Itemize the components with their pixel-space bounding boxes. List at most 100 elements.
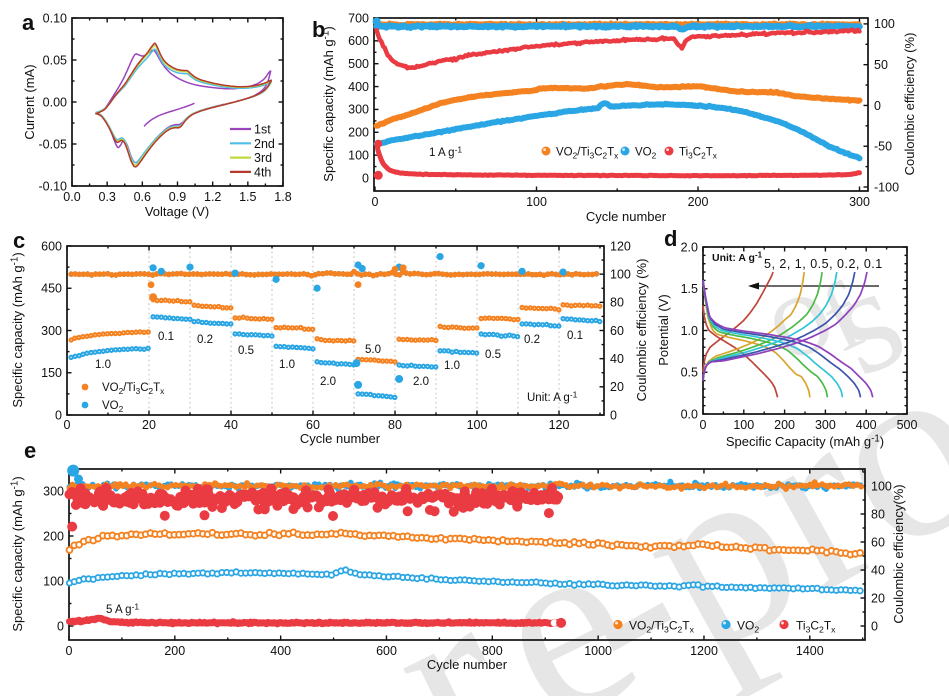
svg-text:-50: -50 [874, 140, 892, 154]
svg-text:VO2/Ti3C2Tx: VO2/Ti3C2Tx [629, 619, 695, 635]
svg-text:0.1: 0.1 [158, 331, 174, 343]
svg-text:300: 300 [348, 103, 369, 117]
svg-text:Current (mA): Current (mA) [22, 64, 37, 139]
svg-text:-0.10: -0.10 [39, 179, 68, 193]
svg-text:80: 80 [871, 507, 885, 521]
svg-text:Ti3C2Tx: Ti3C2Tx [796, 619, 836, 635]
svg-text:Coulombic efficiency (%): Coulombic efficiency (%) [634, 259, 649, 402]
svg-text:450: 450 [41, 282, 62, 296]
svg-text:VO2: VO2 [102, 400, 124, 414]
svg-text:2.0: 2.0 [681, 240, 698, 254]
svg-text:20: 20 [871, 591, 885, 605]
svg-text:100: 100 [348, 148, 369, 162]
svg-text:0.2: 0.2 [197, 334, 213, 346]
svg-text:1.5: 1.5 [239, 190, 256, 204]
svg-text:100: 100 [43, 574, 64, 588]
svg-text:1.8: 1.8 [274, 190, 291, 204]
svg-text:700: 700 [348, 11, 369, 25]
svg-text:400: 400 [348, 80, 369, 94]
svg-text:0: 0 [57, 619, 64, 633]
svg-text:120: 120 [610, 239, 631, 253]
svg-text:1400: 1400 [796, 644, 824, 658]
svg-text:Unit: A g-1: Unit: A g-1 [527, 389, 578, 404]
svg-text:Coulombic efficiency (%): Coulombic efficiency (%) [902, 33, 917, 176]
svg-text:0.1: 0.1 [567, 330, 583, 342]
svg-text:2.0: 2.0 [320, 376, 336, 388]
svg-text:2.0: 2.0 [413, 376, 429, 388]
svg-text:VO2/Ti3C2Tx: VO2/Ti3C2Tx [102, 382, 165, 396]
svg-text:300: 300 [41, 324, 62, 338]
svg-text:5, 2, 1, 0.5, 0.2, 0.1: 5, 2, 1, 0.5, 0.2, 0.1 [764, 257, 883, 271]
svg-text:300: 300 [815, 418, 836, 432]
svg-text:200: 200 [43, 529, 64, 543]
svg-text:0.6: 0.6 [134, 190, 151, 204]
svg-text:Specific capacity (mAh g-1): Specific capacity (mAh g-1) [9, 476, 25, 631]
svg-text:0.5: 0.5 [238, 345, 254, 357]
svg-text:100: 100 [610, 268, 631, 282]
svg-text:120: 120 [549, 418, 570, 432]
svg-text:1.0: 1.0 [444, 360, 460, 372]
svg-text:600: 600 [376, 644, 397, 658]
svg-text:e: e [24, 438, 36, 463]
svg-text:Specific capacity (mAh g-1): Specific capacity (mAh g-1) [320, 26, 336, 181]
svg-text:4th: 4th [254, 165, 271, 179]
svg-text:500: 500 [897, 418, 918, 432]
svg-text:150: 150 [41, 366, 62, 380]
svg-text:Voltage (V): Voltage (V) [145, 204, 209, 219]
svg-text:1200: 1200 [690, 644, 718, 658]
svg-text:0.5: 0.5 [681, 366, 698, 380]
svg-text:a: a [22, 10, 35, 35]
svg-text:0: 0 [64, 418, 71, 432]
svg-text:300: 300 [849, 195, 870, 209]
svg-text:Coulombic efficiency(%): Coulombic efficiency(%) [891, 484, 906, 623]
svg-text:-100: -100 [874, 180, 899, 194]
svg-text:0.10: 0.10 [43, 11, 67, 25]
svg-text:600: 600 [348, 34, 369, 48]
svg-text:500: 500 [348, 57, 369, 71]
svg-text:100: 100 [526, 195, 547, 209]
svg-text:VO2/Ti3C2Tx: VO2/Ti3C2Tx [556, 147, 619, 161]
svg-text:1000: 1000 [584, 644, 612, 658]
svg-text:0: 0 [66, 644, 73, 658]
svg-text:Specific capacity (mAh g-1): Specific capacity (mAh g-1) [9, 252, 25, 407]
svg-text:1.2: 1.2 [204, 190, 221, 204]
svg-text:0.9: 0.9 [169, 190, 186, 204]
svg-text:0.0: 0.0 [63, 190, 80, 204]
svg-text:40: 40 [224, 418, 238, 432]
svg-text:1.5: 1.5 [681, 282, 698, 296]
svg-text:Ti3C2Tx: Ti3C2Tx [679, 147, 718, 161]
svg-text:100: 100 [733, 418, 754, 432]
svg-text:Cycle number: Cycle number [586, 209, 667, 224]
svg-text:20: 20 [610, 380, 624, 394]
svg-text:0: 0 [610, 408, 617, 422]
svg-text:Cycle number: Cycle number [427, 657, 508, 672]
svg-text:600: 600 [41, 239, 62, 253]
svg-text:Unit: A g-1: Unit: A g-1 [712, 251, 763, 264]
svg-text:Cycle number: Cycle number [300, 431, 381, 446]
svg-text:1 A g-1: 1 A g-1 [429, 144, 462, 159]
svg-text:800: 800 [482, 644, 503, 658]
svg-text:80: 80 [388, 418, 402, 432]
svg-text:Specific Capacity (mAh g-1): Specific Capacity (mAh g-1) [726, 433, 884, 449]
svg-text:50: 50 [874, 58, 888, 72]
svg-text:1.0: 1.0 [279, 359, 295, 371]
svg-text:80: 80 [610, 296, 624, 310]
svg-text:0: 0 [55, 408, 62, 422]
svg-text:d: d [664, 226, 677, 251]
svg-text:100: 100 [871, 479, 892, 493]
svg-text:300: 300 [43, 484, 64, 498]
svg-text:20: 20 [142, 418, 156, 432]
svg-text:0: 0 [871, 619, 878, 633]
svg-text:5 A g-1: 5 A g-1 [106, 601, 139, 616]
svg-text:100: 100 [874, 17, 895, 31]
svg-text:VO2: VO2 [737, 619, 759, 635]
svg-text:0: 0 [372, 195, 379, 209]
svg-text:100: 100 [467, 418, 488, 432]
svg-text:c: c [13, 228, 25, 253]
svg-text:0: 0 [700, 418, 707, 432]
svg-text:200: 200 [688, 195, 709, 209]
svg-text:200: 200 [164, 644, 185, 658]
svg-text:2nd: 2nd [254, 137, 275, 151]
svg-text:200: 200 [348, 126, 369, 140]
svg-text:0.05: 0.05 [43, 53, 67, 67]
